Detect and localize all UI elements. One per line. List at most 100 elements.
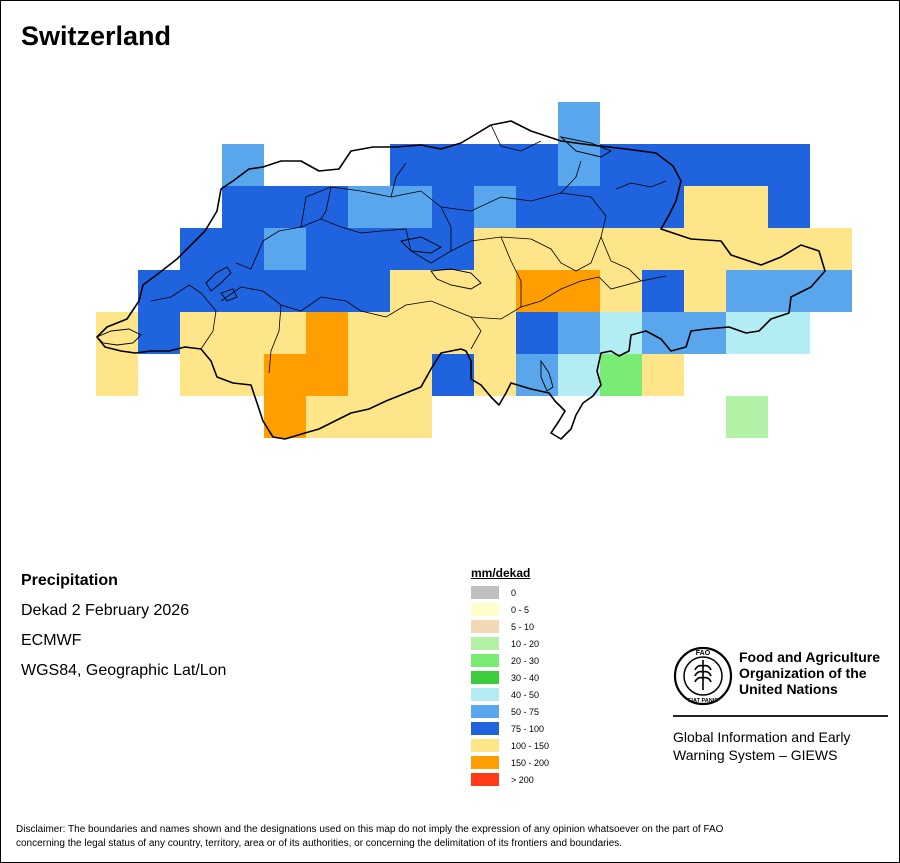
map-title: Switzerland: [21, 21, 172, 51]
legend-label: 30 - 40: [511, 672, 540, 683]
grid-cell: [432, 186, 474, 228]
legend-item: 40 - 50: [471, 686, 549, 703]
grid-cell: [222, 144, 264, 186]
legend-classes: 0 0 - 5 5 - 10 10 - 20 20 - 30 30 - 40 40 - 50…: [471, 584, 549, 788]
grid-cell: [432, 270, 474, 312]
grid-cell: [180, 270, 222, 312]
legend-label: 10 - 20: [511, 638, 540, 649]
grid-cell: [516, 312, 558, 354]
grid-cell: [684, 270, 726, 312]
grid-cell: [558, 312, 600, 354]
grid-cell: [558, 144, 600, 186]
lakes: [96, 136, 613, 392]
grid-cell: [474, 186, 516, 228]
legend-item: 150 - 200: [471, 754, 549, 771]
grid-cell: [180, 354, 222, 396]
grid-cell: [222, 312, 264, 354]
grid-cell: [600, 312, 642, 354]
divider: [673, 715, 888, 717]
grid-cell: [222, 228, 264, 270]
grid-cell: [222, 354, 264, 396]
grid-cell: [810, 270, 852, 312]
grid-cell: [306, 354, 348, 396]
grid-cell: [600, 186, 642, 228]
legend-swatch: [471, 688, 499, 701]
legend-item: 100 - 150: [471, 737, 549, 754]
grid-cell: [96, 312, 138, 354]
grid-cell: [600, 228, 642, 270]
grid-cell: [390, 144, 432, 186]
grid-cell: [432, 312, 474, 354]
legend-label: 40 - 50: [511, 689, 540, 700]
fao-logo-motto: FIAT PANIS: [688, 698, 718, 704]
grid-cell: [642, 186, 684, 228]
canton-boundaries: [150, 124, 667, 374]
grid-cell: [348, 270, 390, 312]
grid-cell: [264, 270, 306, 312]
legend-swatch: [471, 705, 499, 718]
legend-label: 100 - 150: [511, 740, 550, 751]
legend-label: 0 - 5: [511, 604, 530, 615]
legend-swatch: [471, 722, 499, 735]
grid-cell: [558, 186, 600, 228]
country-boundary: [96, 120, 826, 440]
fao-logo-icon: FAO FIAT PANIS: [673, 646, 733, 706]
grid-cell: [726, 228, 768, 270]
grid-cell: [432, 144, 474, 186]
legend-label: 150 - 200: [511, 757, 550, 768]
grid-cell: [516, 186, 558, 228]
grid-cell: [264, 396, 306, 438]
legend-swatch: [471, 620, 499, 633]
grid-cell: [474, 354, 516, 396]
grid-cell: [138, 270, 180, 312]
map-info: Precipitation Dekad 2 February 2026 ECMW…: [21, 571, 226, 691]
legend: mm/dekad 0 0 - 5 5 - 10 10 - 20 20 - 30 30 - …: [471, 566, 549, 788]
grid-cell: [390, 396, 432, 438]
disclaimer: Disclaimer: The boundaries and names sho…: [16, 824, 724, 849]
grid-cell: [474, 228, 516, 270]
grid-cell: [264, 228, 306, 270]
grid-cell: [558, 270, 600, 312]
grid-cell: [768, 312, 810, 354]
grid-cell: [306, 270, 348, 312]
legend-item: 0: [471, 584, 549, 601]
grid-cell: [684, 186, 726, 228]
grid-cell: [684, 144, 726, 186]
grid-cell: [432, 354, 474, 396]
legend-item: 75 - 100: [471, 720, 549, 737]
legend-swatch: [471, 671, 499, 684]
grid-cell: [726, 396, 768, 438]
legend-label: 0: [511, 587, 517, 598]
legend-item: 0 - 5: [471, 601, 549, 618]
legend-label: > 200: [511, 774, 534, 785]
legend-swatch: [471, 603, 499, 616]
grid-cell: [642, 144, 684, 186]
legend-label: 50 - 75: [511, 706, 540, 717]
grid-cell: [600, 270, 642, 312]
legend-swatch: [471, 739, 499, 752]
legend-item: > 200: [471, 771, 549, 788]
grid-cell: [726, 270, 768, 312]
legend-item: 5 - 10: [471, 618, 549, 635]
grid-cell: [558, 354, 600, 396]
grid-cell: [348, 312, 390, 354]
legend-swatch: [471, 654, 499, 667]
grid-cell: [348, 228, 390, 270]
legend-swatch: [471, 637, 499, 650]
grid-cell: [138, 312, 180, 354]
grid-cell: [222, 270, 264, 312]
legend-item: 10 - 20: [471, 635, 549, 652]
grid-cell: [222, 186, 264, 228]
grid-cell: [516, 144, 558, 186]
grid-cell: [768, 144, 810, 186]
grid-cell: [642, 354, 684, 396]
grid-cell: [306, 312, 348, 354]
grid-cell: [810, 228, 852, 270]
precipitation-grid: [96, 102, 852, 438]
grid-cell: [726, 186, 768, 228]
projection-label: WGS84, Geographic Lat/Lon: [21, 662, 227, 679]
grid-cell: [306, 228, 348, 270]
grid-cell: [432, 228, 474, 270]
legend-item: 30 - 40: [471, 669, 549, 686]
